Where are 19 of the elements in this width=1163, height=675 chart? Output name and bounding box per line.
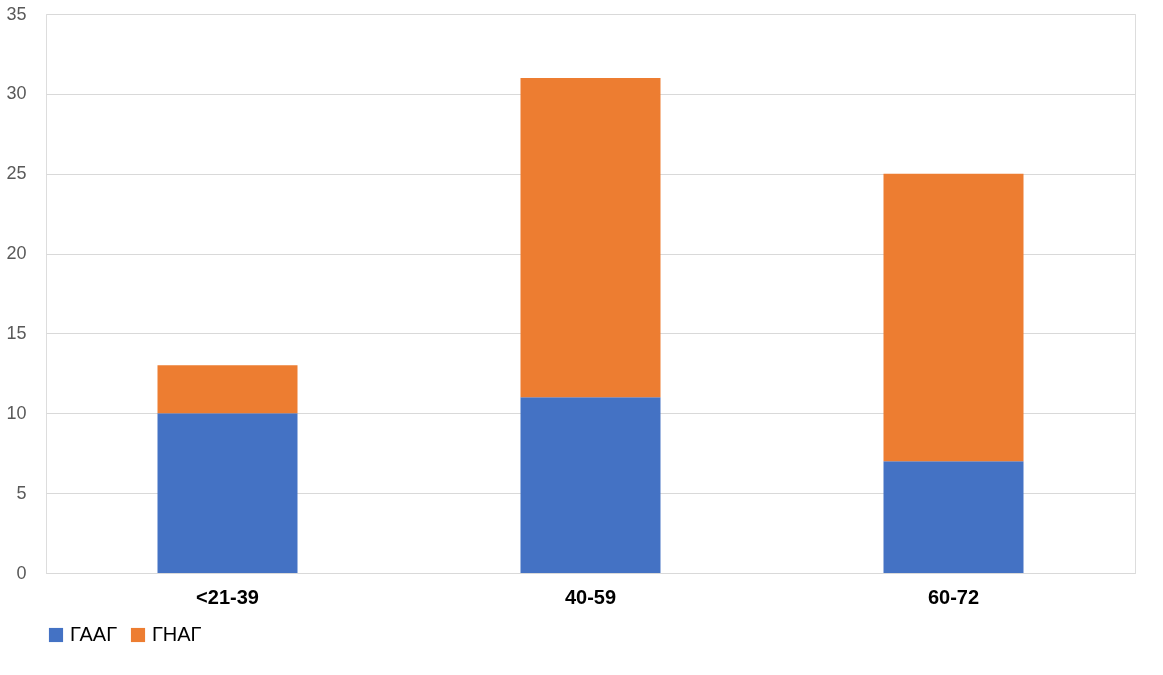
legend-label: ГААГ: [70, 623, 118, 645]
y-tick-label: 25: [6, 163, 27, 184]
legend-label: ГНАГ: [152, 623, 202, 645]
y-tick-label: 20: [6, 243, 27, 264]
bar: [520, 77, 661, 398]
x-tick-label: <21-39: [196, 585, 259, 608]
y-tick-label: 30: [6, 83, 27, 104]
bar: [157, 413, 298, 573]
bar: [883, 461, 1024, 573]
bar: [883, 173, 1024, 462]
y-tick-label: 10: [6, 402, 27, 423]
y-tick-label: 15: [6, 322, 27, 343]
x-tick-label: 40-59: [564, 585, 617, 608]
x-tick-label: 60-72: [927, 585, 980, 608]
y-tick-label: 0: [16, 562, 27, 583]
y-tick-label: 5: [16, 482, 27, 503]
bar: [520, 397, 661, 573]
y-tick-label: 35: [6, 3, 27, 24]
bar: [157, 365, 298, 414]
